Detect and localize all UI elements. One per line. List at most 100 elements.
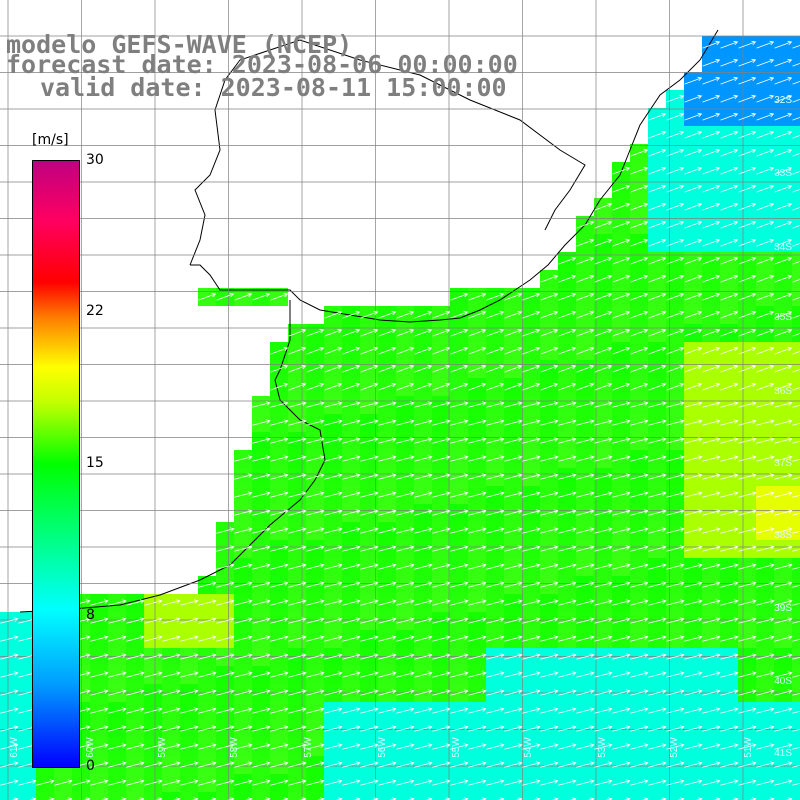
wind-arrow [612,725,631,732]
wind-arrow [612,328,631,337]
wind-arrow [684,725,703,732]
wind-arrow [450,473,469,480]
wind-arrow [414,491,433,498]
wind-speed-cell [792,432,800,450]
wind-arrow [432,761,451,768]
wind-arrow [198,599,217,606]
wind-arrow [738,491,757,498]
wind-arrow [486,725,505,732]
wind-arrow [216,653,235,660]
wind-arrow [774,509,793,516]
wind-arrow [612,220,631,229]
wind-arrow [738,707,757,714]
wind-arrow [90,689,109,696]
wind-arrow [306,455,325,462]
wind-arrow [756,238,775,247]
wind-arrow [594,689,613,696]
wind-arrow [396,364,415,373]
wind-arrow [684,364,703,373]
wind-arrow [774,310,793,319]
lon-label: 58W [228,737,240,758]
wind-arrow [414,346,433,355]
wind-arrow [360,545,379,552]
wind-arrow [522,653,541,660]
wind-arrow [684,563,703,570]
wind-arrow [702,166,721,175]
wind-arrow [738,76,757,85]
wind-arrow [738,527,757,534]
wind-arrow [126,653,145,660]
wind-arrow [90,671,109,678]
wind-arrow [774,617,793,624]
wind-arrow [396,419,415,426]
wind-arrow [90,653,109,660]
wind-arrow [342,653,361,660]
wind-arrow [450,419,469,426]
wind-arrow [630,148,649,157]
wind-arrow [126,671,145,678]
wind-arrow [756,743,775,750]
wind-speed-cell [90,792,108,800]
wind-arrow [504,707,523,714]
wind-arrow [108,689,127,696]
wind-arrow [684,671,703,678]
wind-arrow [792,692,800,696]
wind-arrow [702,545,721,552]
wind-arrow [450,382,469,391]
wind-speed-cell [180,792,198,800]
wind-arrow [414,545,433,552]
wind-arrow [504,509,523,516]
wind-arrow [432,653,451,660]
wind-arrow [126,689,145,696]
wind-arrow [450,527,469,534]
wind-arrow [522,455,541,462]
wind-arrow [108,599,127,606]
wind-arrow [540,292,559,301]
wind-arrow [792,98,800,103]
wind-arrow [666,545,685,552]
wind-arrow [162,707,181,714]
wind-arrow [432,743,451,750]
wind-arrow [648,292,667,301]
lon-label: 55W [450,737,462,758]
wind-arrow [486,581,505,588]
wind-arrow [774,184,793,193]
wind-arrow [522,725,541,732]
wind-arrow [162,725,181,732]
wind-arrow [198,743,217,750]
wind-arrow [198,581,217,588]
wind-arrow [774,238,793,247]
wind-arrow [342,419,361,426]
wind-arrow [756,689,775,696]
wind-arrow [666,707,685,714]
wind-arrow [270,455,289,462]
wind-arrow [630,563,649,570]
wind-arrow [594,473,613,480]
wind-arrow [180,617,199,624]
wind-arrow [216,707,235,714]
wind-arrow [342,599,361,606]
wind-arrow [630,401,649,408]
colorbar-tick-8: 8 [86,607,95,623]
wind-arrow [324,364,343,373]
wind-arrow [540,779,559,786]
wind-arrow [414,635,433,642]
wind-arrow [162,743,181,750]
wind-arrow [234,491,253,498]
wind-arrow [306,346,325,355]
wind-arrow [378,310,397,319]
model-title: modelo GEFS-WAVE (NCEP) [6,30,353,59]
wind-arrow [270,419,289,426]
wind-arrow [612,509,631,516]
wind-arrow [378,707,397,714]
wind-arrow [648,130,667,139]
wind-arrow [342,761,361,768]
wind-arrow [558,707,577,714]
wind-arrow [468,671,487,678]
wind-arrow [486,491,505,498]
wind-arrow [720,581,739,588]
wind-arrow [522,401,541,408]
wind-arrow [720,94,739,103]
wind-arrow [306,527,325,534]
